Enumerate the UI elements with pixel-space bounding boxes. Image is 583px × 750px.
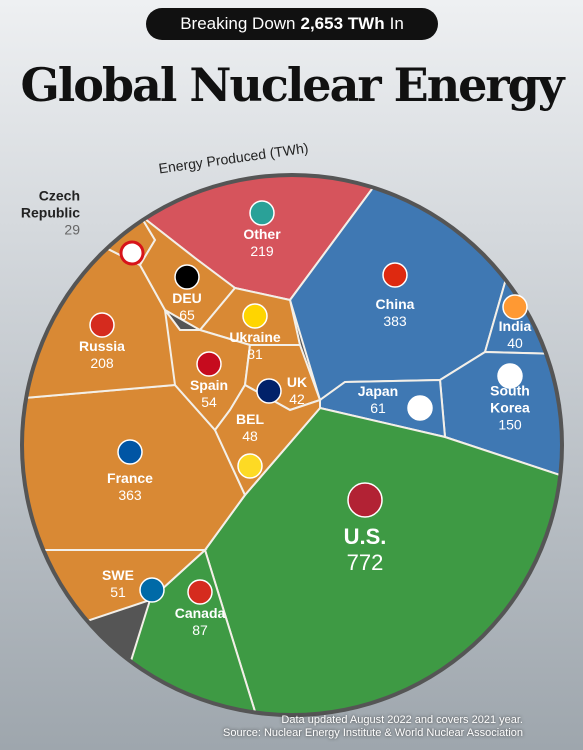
value-label: 65: [179, 307, 195, 323]
cell-label: DEU 65: [142, 290, 232, 324]
cell-label: Other 219: [217, 226, 307, 260]
value-label: 51: [110, 584, 126, 600]
value-label: 29: [64, 221, 80, 238]
cell-label: South Korea 150: [480, 383, 540, 434]
value-label: 54: [201, 394, 217, 410]
category-name: China: [375, 296, 415, 312]
category-name: Japan: [357, 383, 399, 399]
cell-label: Spain 54: [164, 377, 254, 411]
category-name: SWE: [102, 567, 134, 583]
cell-label: UK 42: [252, 374, 342, 408]
header-text: In: [389, 14, 404, 33]
flag: [237, 453, 263, 479]
value-label: 772: [346, 550, 384, 575]
cell-label: Canada 87: [155, 605, 245, 639]
footer: Data updated August 2022 and covers 2021…: [223, 714, 523, 740]
flag: [174, 264, 200, 290]
value-label: 383: [383, 313, 407, 329]
category-name: UK: [286, 374, 308, 390]
category-name: South Korea: [490, 382, 530, 416]
flag: [502, 294, 528, 320]
cell-label: SWE 51: [73, 567, 163, 601]
note: Data updated August 2022 and covers 2021…: [281, 714, 523, 726]
category-name: India: [498, 318, 532, 334]
value-label: 61: [370, 400, 386, 416]
category-name: Spain: [189, 377, 229, 393]
category-name: Ukraine: [229, 329, 281, 345]
header-pill: Breaking Down 2,653 TWh In: [146, 8, 438, 40]
value-label: 42: [289, 391, 305, 407]
value-label: 219: [250, 243, 274, 259]
flag: [382, 262, 408, 288]
flags: [89, 200, 528, 605]
category-name: Russia: [79, 338, 125, 354]
cell-label: India 40: [470, 318, 560, 352]
value-label: 87: [192, 622, 208, 638]
category-name: France: [107, 470, 153, 486]
category-name: Other: [243, 226, 281, 242]
cell-label: Russia 208: [57, 338, 147, 372]
cell-label: Ukraine 81: [210, 329, 300, 363]
chart-title: Global Nuclear Energy: [20, 58, 564, 112]
cell-label: BEL 48: [205, 411, 295, 445]
flag: [497, 363, 523, 389]
category-name: Czech Republic: [20, 187, 80, 221]
cell-label: France 363: [85, 470, 175, 504]
value-label: 40: [507, 335, 523, 351]
flag: [187, 579, 213, 605]
value-label: 363: [118, 487, 142, 503]
category-name: Canada: [174, 605, 226, 621]
flag: [139, 577, 165, 603]
header-text: Breaking Down: [180, 14, 296, 33]
flag: [89, 312, 115, 338]
source: Source: Nuclear Energy Institute & World…: [223, 727, 523, 739]
cell-label: Czech Republic 29: [20, 188, 80, 239]
cell-label: U.S. 772: [320, 524, 410, 576]
category-name: U.S.: [343, 524, 387, 549]
value-label: 81: [247, 346, 263, 362]
flag: [119, 240, 145, 266]
flag: [407, 395, 433, 421]
value-label: 48: [242, 428, 258, 444]
category-name: BEL: [236, 411, 264, 427]
value-label: 208: [90, 355, 114, 371]
cell-label: China 383: [350, 296, 440, 330]
flag: [347, 482, 383, 518]
header-bold: 2,653 TWh: [300, 14, 385, 33]
cell-label: Japan 61: [333, 383, 423, 417]
category-name: DEU: [172, 290, 202, 306]
flag: [256, 378, 282, 404]
flag: [242, 303, 268, 329]
flag: [196, 351, 222, 377]
flag: [117, 439, 143, 465]
flag: [249, 200, 275, 226]
value-label: 150: [498, 416, 522, 433]
